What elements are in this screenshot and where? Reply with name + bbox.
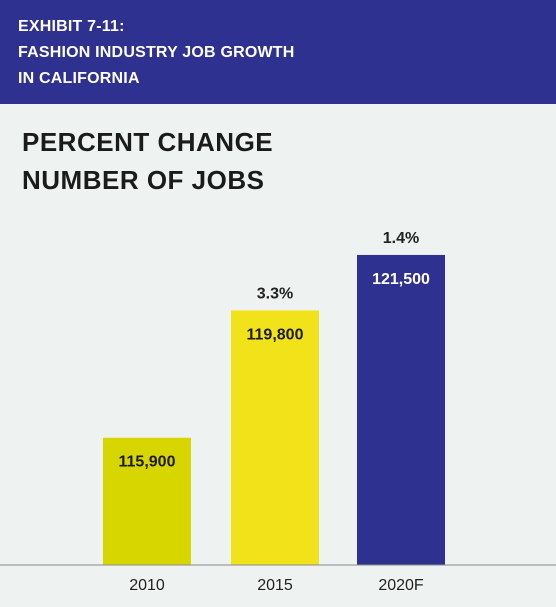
bar-2020f bbox=[357, 254, 445, 566]
exhibit-title-line-2: IN CALIFORNIA bbox=[18, 70, 140, 87]
x-tick-label-2010: 2010 bbox=[129, 577, 165, 594]
x-tick-label-2015: 2015 bbox=[257, 577, 293, 594]
bar-2010 bbox=[103, 437, 191, 565]
bar-value-label-2020f: 121,500 bbox=[372, 271, 430, 288]
exhibit-header: EXHIBIT 7-11: FASHION INDUSTRY JOB GROWT… bbox=[0, 0, 556, 104]
exhibit-number: EXHIBIT 7-11: bbox=[18, 18, 125, 35]
chart-subtitle-line-1: PERCENT CHANGE bbox=[22, 127, 274, 157]
percent-change-label-2015: 3.3% bbox=[257, 285, 293, 302]
percent-change-label-2020f: 1.4% bbox=[383, 230, 419, 247]
chart-subtitle-line-2: NUMBER OF JOBS bbox=[22, 165, 265, 195]
bar-value-label-2015: 119,800 bbox=[247, 326, 304, 343]
x-tick-label-2020f: 2020F bbox=[378, 577, 424, 594]
exhibit-title-line-1: FASHION INDUSTRY JOB GROWTH bbox=[18, 44, 295, 61]
bars-group: 115,900 119,800 3.3% 121,500 1.4% bbox=[103, 230, 445, 566]
x-tick-labels: 2010 2015 2020F bbox=[129, 577, 424, 594]
bar-2015 bbox=[231, 310, 319, 565]
bar-value-label-2010: 115,900 bbox=[119, 454, 176, 471]
